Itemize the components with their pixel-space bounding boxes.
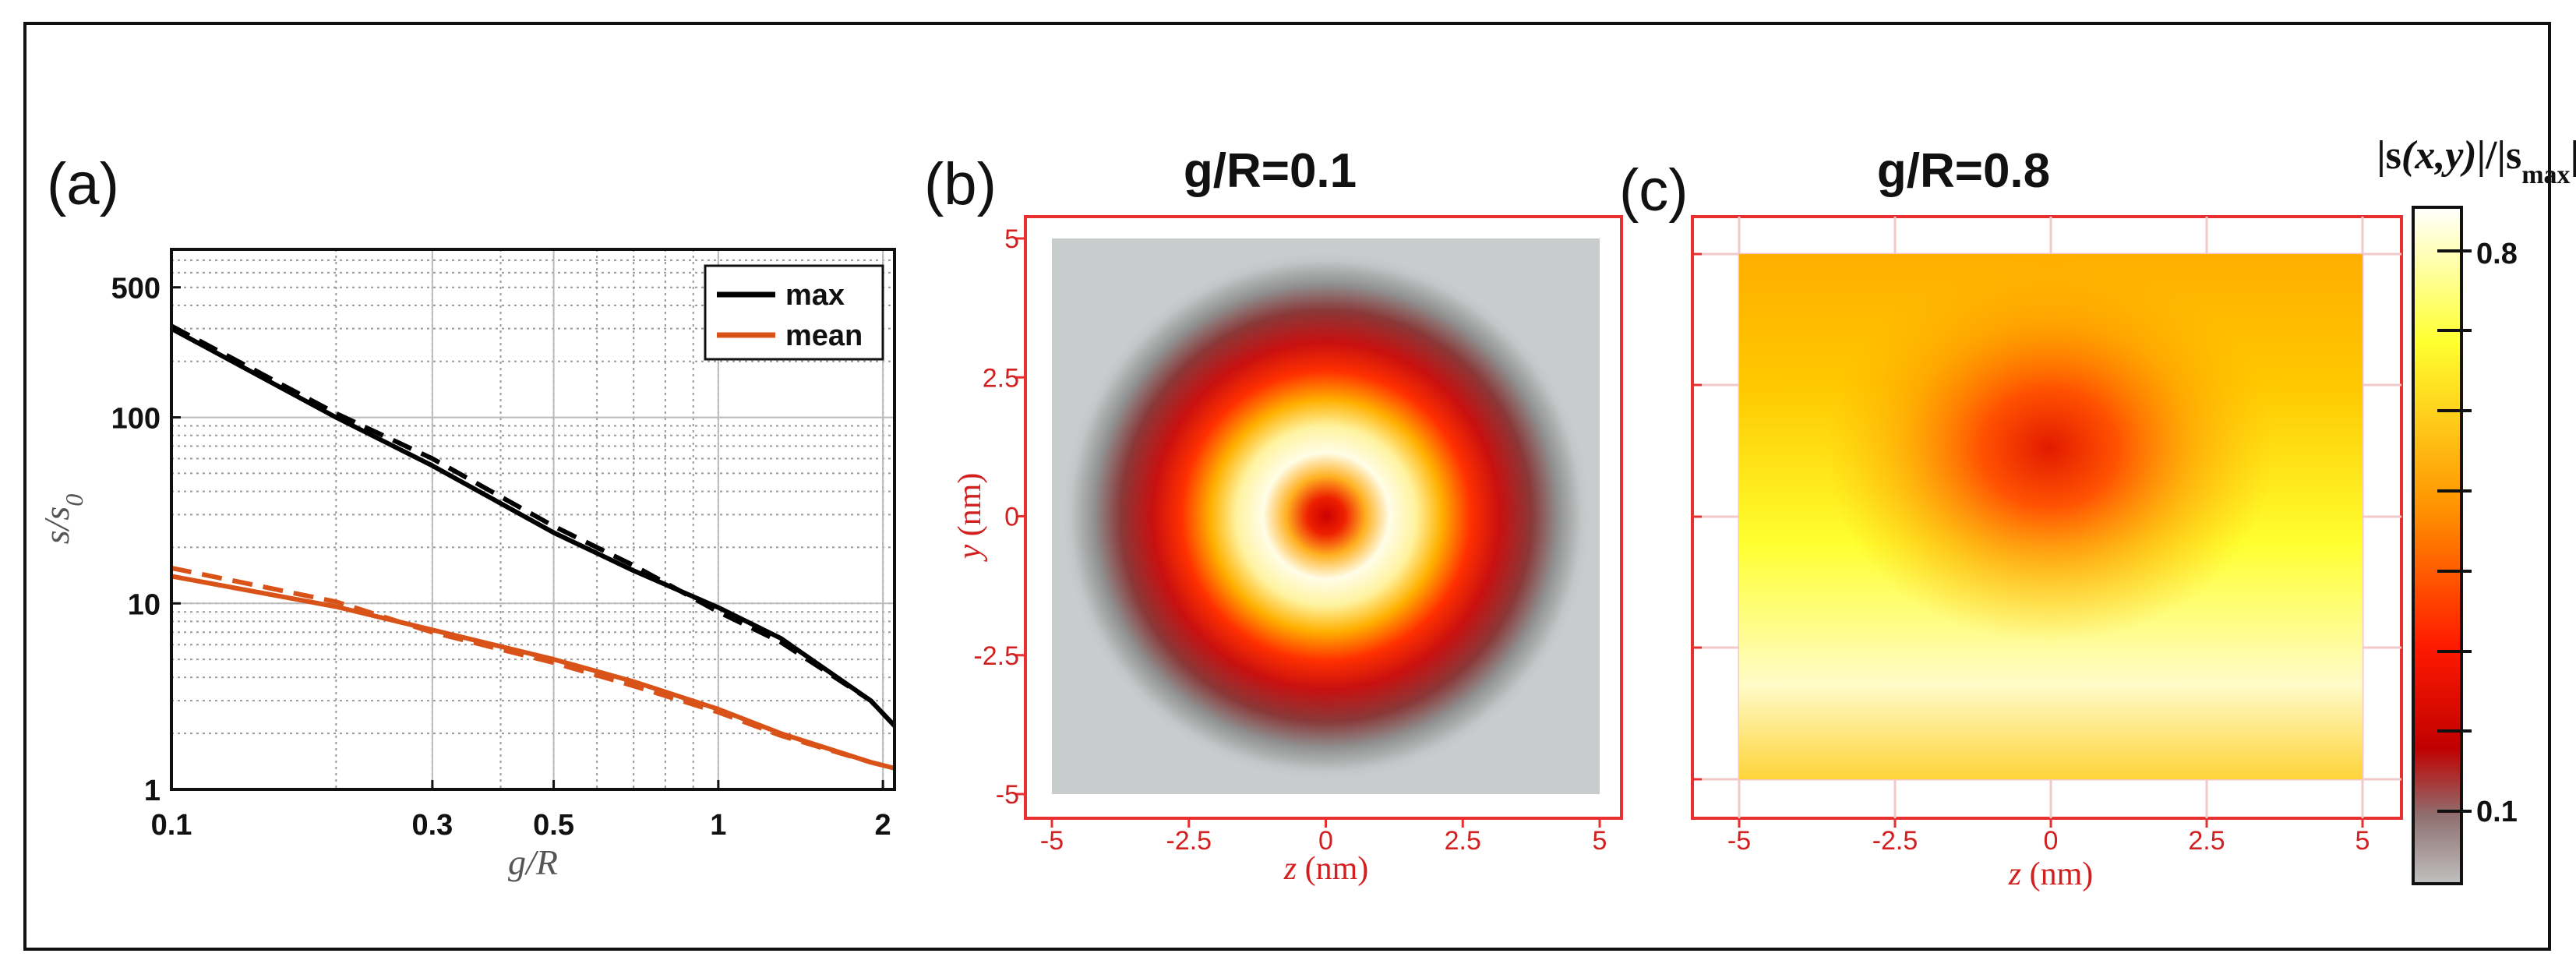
figure-frame [23,22,2551,951]
x-tick-label: 5 [2355,826,2370,856]
x-tick-label: 2.5 [2188,826,2225,856]
panel-a-ylabel: s/s0 [37,494,88,545]
colorbar-tick-label: 0.1 [2476,796,2518,828]
panel-a-axes-box [170,248,896,791]
colorbar-ticks [2437,249,2472,813]
x-tick-label: 0.5 [533,809,574,842]
panel-b-ring-field [1063,252,1590,779]
x-tick-label: 5 [1593,826,1607,856]
panel-b-label: (b) [924,151,997,217]
panel-c-title: g/R=0.8 [1877,144,2050,198]
y-tick-label: -2.5 [973,641,1019,671]
x-tick-label: 2.5 [1445,826,1481,856]
y-tick-label: -5 [996,780,1019,810]
panel-c-hotspot [1823,253,2275,643]
panel-c-label: (c) [1619,157,1689,224]
x-tick-label: 1 [710,809,726,842]
legend-label-mean: mean [785,320,863,352]
x-tick-label: -2.5 [1166,826,1212,856]
panel-c-chart: -5 -2.5 0 2.5 5 z (nm) [1691,215,2403,892]
y-tick-label: 2.5 [983,363,1019,393]
colorbar-gradient [2412,206,2463,885]
colorbar: |s(x,y)|/|smax| 0.8 0.1 [2377,133,2576,885]
series-line-mean-dashed [171,565,895,771]
panel-a-ticks: 0.1 0.3 0.5 1 2 1 10 100 500 [111,273,891,842]
panel-a-label: (a) [47,151,119,217]
colorbar-label: |s(x,y)|/|smax| [2377,133,2576,189]
colorbar-tick-label: 0.8 [2476,238,2518,270]
panel-b-title: g/R=0.1 [1184,144,1357,198]
panel-b-chart: -5 -2.5 0 2.5 5 5 2.5 0 -2.5 -5 z (nm) y (nm) [952,215,1623,887]
panel-a-xlabel: g/R [508,842,558,882]
x-tick-label: -5 [1727,826,1751,856]
legend-label-max: max [785,279,845,312]
y-tick-label: 100 [111,403,161,436]
x-tick-label: 2 [875,809,891,842]
x-tick-label: -5 [1040,826,1064,856]
panel-b-ylabel: y (nm) [952,473,988,563]
panel-c-ticks: -5 -2.5 0 2.5 5 [1692,252,2370,856]
y-tick-label: 500 [111,273,161,305]
panel-a-legend: max mean [704,264,884,361]
series-line-max-dashed [170,323,897,728]
x-tick-label: 0 [1318,826,1333,856]
y-tick-label: 1 [144,775,161,807]
panel-c-xlabel: z (nm) [2008,856,2094,892]
y-tick-label: 5 [1004,224,1019,254]
x-tick-label: 0 [2044,826,2059,856]
x-tick-label: 0.1 [151,809,192,842]
y-tick-label: 10 [128,588,161,621]
panel-b-ticks: -5 -2.5 0 2.5 5 5 2.5 0 -2.5 -5 [973,224,1607,856]
panel-a-chart: 0.1 0.3 0.5 1 2 1 10 100 500 max mean g/R s/s0 [37,248,897,882]
y-tick-label: 0 [1004,503,1019,532]
x-tick-label: -2.5 [1872,826,1918,856]
x-tick-label: 0.3 [411,809,453,842]
panel-a-series [170,323,897,771]
panel-b-xlabel: z (nm) [1283,851,1369,887]
legend-box [704,264,884,361]
